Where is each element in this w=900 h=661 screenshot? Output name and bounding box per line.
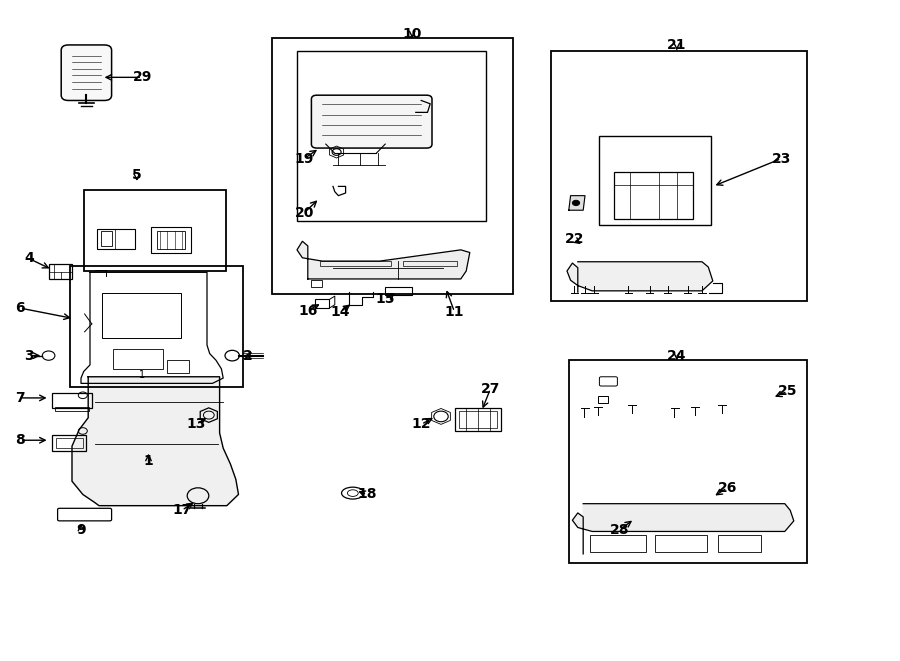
- Bar: [157, 231, 185, 249]
- Bar: [385, 287, 412, 295]
- Text: 5: 5: [132, 168, 141, 182]
- Polygon shape: [72, 377, 238, 506]
- Bar: [590, 535, 646, 552]
- Text: 7: 7: [15, 391, 24, 405]
- Polygon shape: [572, 504, 794, 554]
- Circle shape: [572, 200, 580, 206]
- Bar: [167, 360, 189, 373]
- Text: 14: 14: [330, 305, 350, 319]
- Text: 10: 10: [402, 27, 422, 42]
- FancyBboxPatch shape: [311, 95, 432, 148]
- Polygon shape: [297, 241, 470, 279]
- Bar: [655, 535, 707, 552]
- Text: 16: 16: [298, 303, 318, 318]
- Text: 1: 1: [140, 370, 145, 381]
- Text: 15: 15: [375, 292, 395, 306]
- Text: 29: 29: [132, 70, 152, 85]
- Bar: [297, 51, 486, 221]
- Bar: [454, 408, 501, 431]
- Bar: [614, 172, 693, 219]
- FancyBboxPatch shape: [61, 45, 112, 100]
- Text: 13: 13: [186, 417, 206, 432]
- Text: 19: 19: [294, 151, 314, 166]
- Bar: [315, 299, 329, 308]
- Bar: [459, 411, 497, 428]
- Text: 18: 18: [357, 487, 377, 502]
- Bar: [55, 407, 89, 411]
- Bar: [101, 231, 112, 246]
- Bar: [551, 51, 807, 301]
- Bar: [102, 293, 181, 338]
- Polygon shape: [567, 262, 713, 292]
- Bar: [70, 266, 243, 387]
- Text: 11: 11: [445, 305, 464, 319]
- Text: 17: 17: [172, 503, 192, 518]
- Bar: [113, 349, 163, 369]
- Text: 27: 27: [481, 381, 500, 396]
- Text: 22: 22: [564, 232, 584, 247]
- Polygon shape: [569, 196, 585, 210]
- Bar: [718, 535, 761, 552]
- Bar: [52, 435, 86, 451]
- Bar: [569, 360, 807, 563]
- Bar: [320, 261, 391, 266]
- Bar: [272, 38, 513, 294]
- Bar: [151, 227, 191, 253]
- Text: 24: 24: [667, 348, 687, 363]
- Text: 4: 4: [24, 251, 33, 266]
- Text: 6: 6: [15, 301, 24, 315]
- Text: 21: 21: [667, 38, 687, 52]
- Bar: [598, 396, 608, 403]
- Bar: [52, 393, 92, 408]
- Text: 2: 2: [243, 348, 252, 363]
- Text: 1: 1: [144, 454, 153, 469]
- Bar: [56, 438, 83, 448]
- Bar: [49, 264, 72, 279]
- Bar: [84, 190, 226, 271]
- Bar: [403, 261, 457, 266]
- Bar: [97, 229, 135, 249]
- Text: 25: 25: [778, 384, 797, 399]
- Text: 9: 9: [76, 523, 86, 537]
- Bar: [311, 280, 322, 287]
- Bar: [598, 136, 711, 225]
- Text: 23: 23: [771, 151, 791, 166]
- Text: 28: 28: [609, 523, 629, 537]
- Text: 3: 3: [24, 348, 33, 363]
- Text: 12: 12: [411, 417, 431, 432]
- Text: 26: 26: [717, 481, 737, 495]
- Text: 8: 8: [15, 433, 24, 447]
- Text: 20: 20: [294, 206, 314, 220]
